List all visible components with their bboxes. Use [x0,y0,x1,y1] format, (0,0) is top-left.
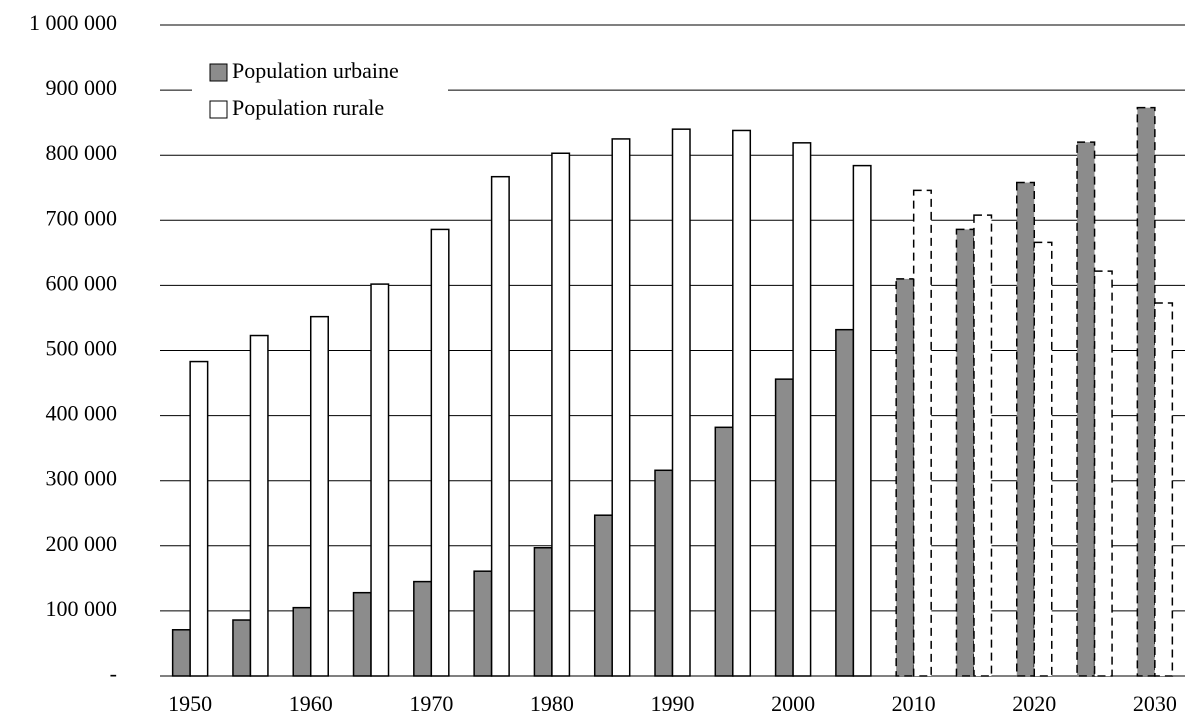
bar [292,606,312,677]
bar [1154,302,1174,677]
bar [895,278,915,677]
bar [352,591,372,677]
bar [533,547,553,677]
legend-label: Population urbaine [232,58,399,83]
legend-label: Population rurale [232,95,384,120]
bar [593,514,613,677]
x-tick-label: 1990 [651,691,695,716]
bar [1136,106,1156,677]
x-tick-label: 1980 [530,691,574,716]
y-tick-label: 700 000 [46,205,118,230]
y-tick-label: 600 000 [46,270,118,295]
bar [189,360,209,677]
y-tick-label: 500 000 [46,336,118,361]
x-tick-label: 1970 [409,691,453,716]
y-tick-label: 300 000 [46,466,118,491]
y-tick-label: 400 000 [46,401,118,426]
bar [912,189,932,677]
bar [774,378,794,677]
bar [413,580,433,677]
x-tick-label: 2030 [1133,691,1177,716]
legend-swatch [209,63,228,82]
bar [973,214,993,677]
bar [835,328,855,677]
legend-box [192,55,448,130]
x-tick-label: 1950 [168,691,212,716]
bar [1016,181,1036,677]
bar [232,619,252,677]
bar [430,228,450,677]
y-tick-label: 200 000 [46,531,118,556]
bar [1033,241,1053,677]
bar [654,469,674,677]
y-tick-label: 800 000 [46,140,118,165]
bar [611,138,631,677]
bar [1076,141,1096,677]
x-tick-label: 2010 [892,691,936,716]
legend-swatch [209,100,228,119]
bar [955,228,975,677]
bar [792,142,812,677]
bar [473,570,493,677]
bar [852,164,872,677]
bar [1093,270,1113,677]
y-tick-label: 1 000 000 [29,10,117,35]
bar [671,128,691,677]
bar [370,283,390,677]
bar [732,129,752,677]
bar [249,334,269,677]
bar [490,175,510,677]
x-tick-label: 1960 [289,691,333,716]
bar [551,152,571,677]
bar [714,426,734,677]
x-tick-label: 2000 [771,691,815,716]
bar [309,315,329,677]
y-tick-label: 100 000 [46,596,118,621]
x-tick-label: 2020 [1012,691,1056,716]
y-tick-label: - [110,661,117,686]
y-tick-label: 900 000 [46,75,118,100]
bar [171,629,191,677]
